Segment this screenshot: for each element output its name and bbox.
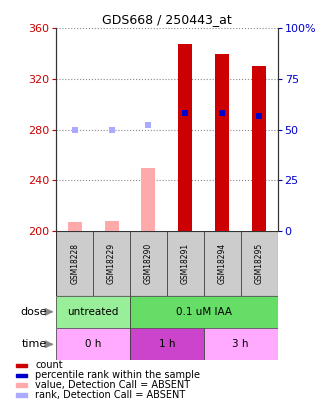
Text: GSM18295: GSM18295 xyxy=(255,243,264,284)
Text: value, Detection Call = ABSENT: value, Detection Call = ABSENT xyxy=(35,380,190,390)
Bar xyxy=(215,53,229,231)
Text: rank, Detection Call = ABSENT: rank, Detection Call = ABSENT xyxy=(35,390,186,400)
Text: untreated: untreated xyxy=(67,307,119,317)
Bar xyxy=(241,231,278,296)
Bar xyxy=(93,231,130,296)
Text: GSM18229: GSM18229 xyxy=(107,243,116,284)
Text: dose: dose xyxy=(20,307,47,317)
Text: GSM18291: GSM18291 xyxy=(181,243,190,284)
Bar xyxy=(56,296,130,328)
Bar xyxy=(105,221,118,231)
Bar xyxy=(130,328,204,360)
Text: 1 h: 1 h xyxy=(159,339,175,349)
Bar xyxy=(204,231,241,296)
Bar xyxy=(16,364,27,367)
Bar xyxy=(142,168,155,231)
Text: GSM18290: GSM18290 xyxy=(144,243,153,284)
Text: 3 h: 3 h xyxy=(232,339,249,349)
Text: GSM18228: GSM18228 xyxy=(70,243,79,284)
Bar xyxy=(16,393,27,397)
Bar xyxy=(16,373,27,377)
Bar xyxy=(178,43,192,231)
Text: 0.1 uM IAA: 0.1 uM IAA xyxy=(176,307,232,317)
Text: count: count xyxy=(35,360,63,371)
Text: percentile rank within the sample: percentile rank within the sample xyxy=(35,370,200,380)
Bar xyxy=(56,328,130,360)
Bar xyxy=(130,296,278,328)
Bar xyxy=(130,231,167,296)
Bar xyxy=(68,222,82,231)
Bar xyxy=(252,66,266,231)
Bar xyxy=(56,231,93,296)
Text: time: time xyxy=(21,339,47,349)
Bar xyxy=(16,384,27,387)
Bar xyxy=(167,231,204,296)
Title: GDS668 / 250443_at: GDS668 / 250443_at xyxy=(102,13,232,26)
Text: 0 h: 0 h xyxy=(85,339,101,349)
Bar xyxy=(204,328,278,360)
Text: GSM18294: GSM18294 xyxy=(218,243,227,284)
